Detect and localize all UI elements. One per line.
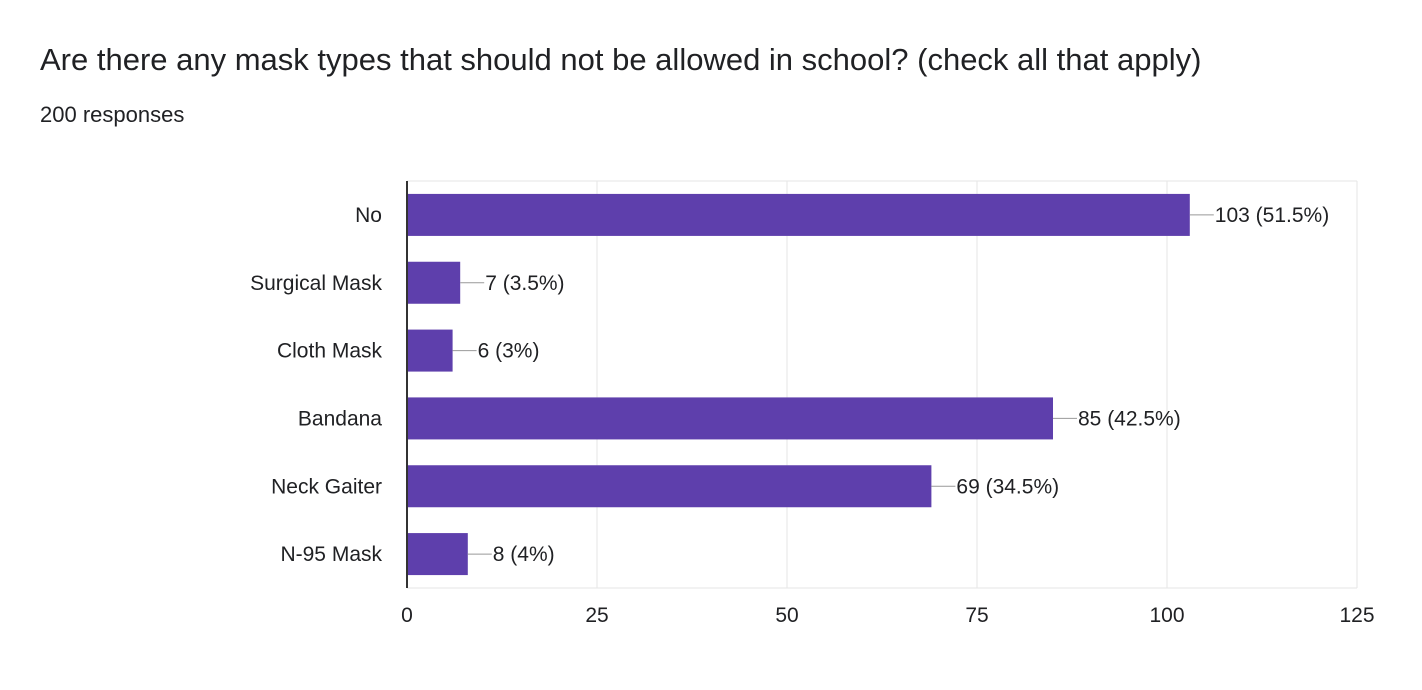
x-tick-label: 50 — [775, 604, 798, 627]
category-label: N-95 Mask — [280, 543, 382, 566]
category-label: Neck Gaiter — [271, 475, 382, 498]
x-tick-label: 0 — [401, 604, 413, 627]
category-label: Bandana — [298, 407, 382, 430]
bar — [407, 465, 932, 508]
category-label: Surgical Mask — [250, 272, 382, 295]
bar — [407, 193, 1190, 236]
question-title: Are there any mask types that should not… — [40, 42, 1202, 77]
category-label: No — [355, 204, 382, 227]
response-count: 200 responses — [40, 102, 185, 127]
x-tick-label: 125 — [1339, 604, 1374, 627]
x-tick-label: 25 — [585, 604, 608, 627]
x-tick-label: 75 — [965, 604, 988, 627]
bar — [407, 329, 453, 372]
data-label: 8 (4%) — [493, 543, 555, 566]
bar — [407, 261, 461, 304]
data-label: 85 (42.5%) — [1078, 407, 1181, 430]
data-label: 6 (3%) — [478, 340, 540, 363]
bar — [407, 533, 468, 576]
bar — [407, 397, 1053, 440]
data-label: 69 (34.5%) — [956, 475, 1059, 498]
category-label: Cloth Mask — [277, 340, 383, 363]
data-label: 7 (3.5%) — [485, 272, 564, 295]
data-label: 103 (51.5%) — [1215, 204, 1329, 227]
x-tick-label: 100 — [1149, 604, 1184, 627]
